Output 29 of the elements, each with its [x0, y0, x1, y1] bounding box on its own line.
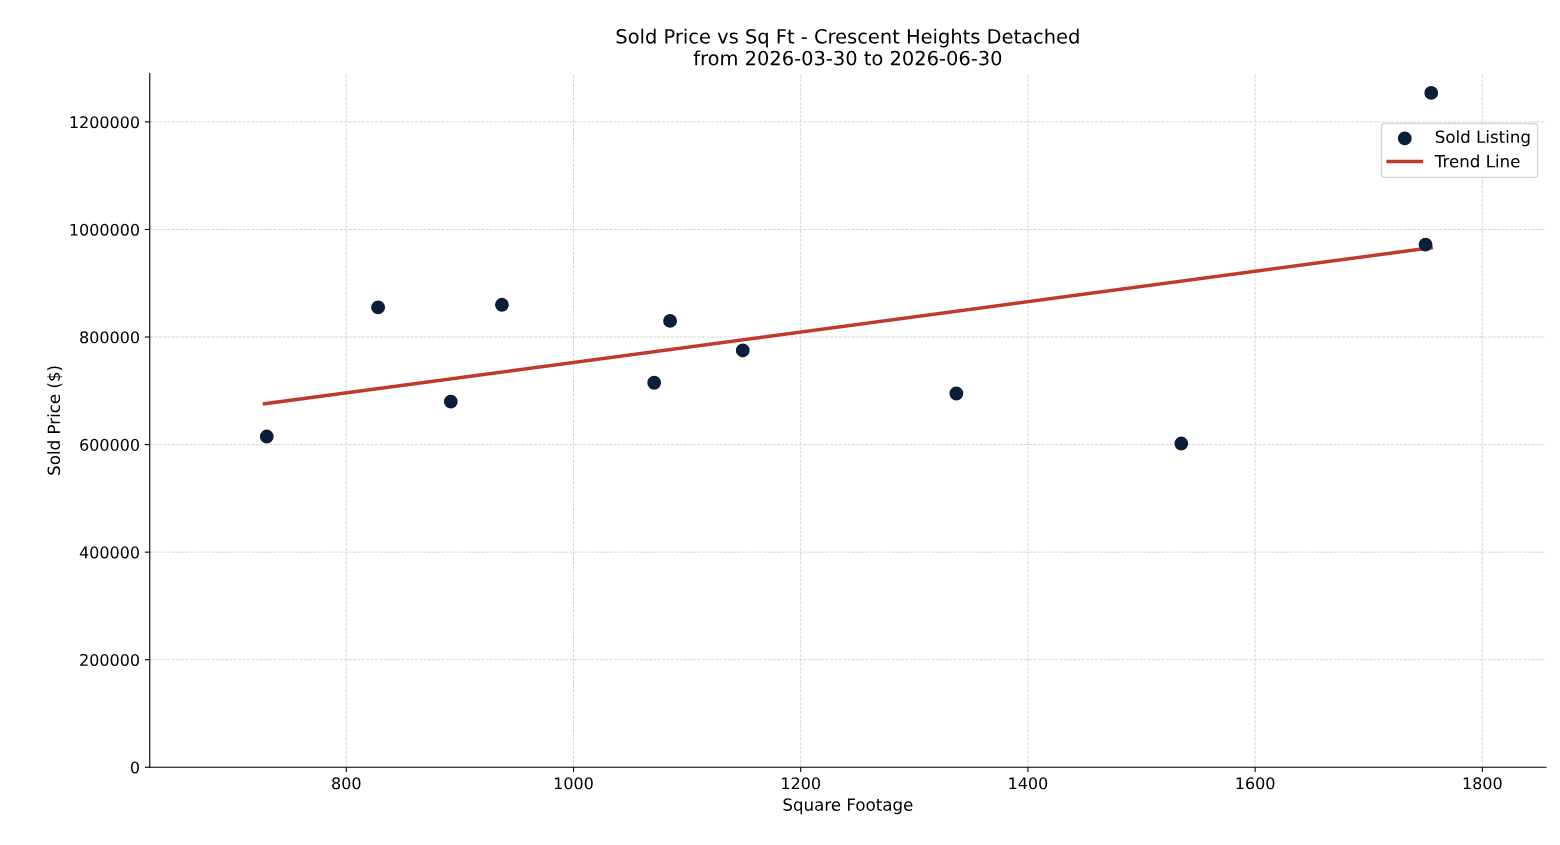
point: [1174, 436, 1189, 451]
legend-label: Trend Line: [1434, 154, 1520, 168]
y-tick-label: 800000: [80, 331, 139, 344]
point: [371, 300, 386, 315]
chart-title: Sold Price vs Sq Ft - Crescent Heights Detached from 2026-03-30 to 2026-06-30: [616, 28, 1079, 66]
x-tick-label: 1800: [1463, 777, 1502, 790]
x-tick-label: 1600: [1236, 777, 1275, 790]
point: [443, 394, 458, 409]
y-tick-label: 600000: [80, 438, 139, 451]
point: [647, 375, 662, 390]
point: [663, 313, 677, 328]
x-tick-label: 1200: [782, 777, 820, 790]
point: [735, 343, 750, 358]
point: [495, 297, 509, 312]
point: [1418, 237, 1433, 252]
point: [259, 429, 274, 444]
y-tick-label: 0: [130, 761, 139, 774]
y-tick-label: 1200000: [70, 116, 139, 129]
legend-label: Sold Listing: [1435, 130, 1530, 147]
y-tick-label: 400000: [79, 546, 139, 559]
y-tick-label: 200000: [80, 653, 139, 666]
x-axis-title: Square Footage: [783, 798, 913, 815]
x-tick-label: 800: [332, 777, 361, 790]
x-tick-label: 1400: [1009, 777, 1048, 790]
y-tick-label: 1000000: [70, 223, 139, 236]
x-tick-label: 1000: [554, 777, 593, 790]
point: [1424, 85, 1439, 100]
point: [949, 386, 964, 401]
y-axis-title: Sold Price ($): [47, 366, 63, 475]
